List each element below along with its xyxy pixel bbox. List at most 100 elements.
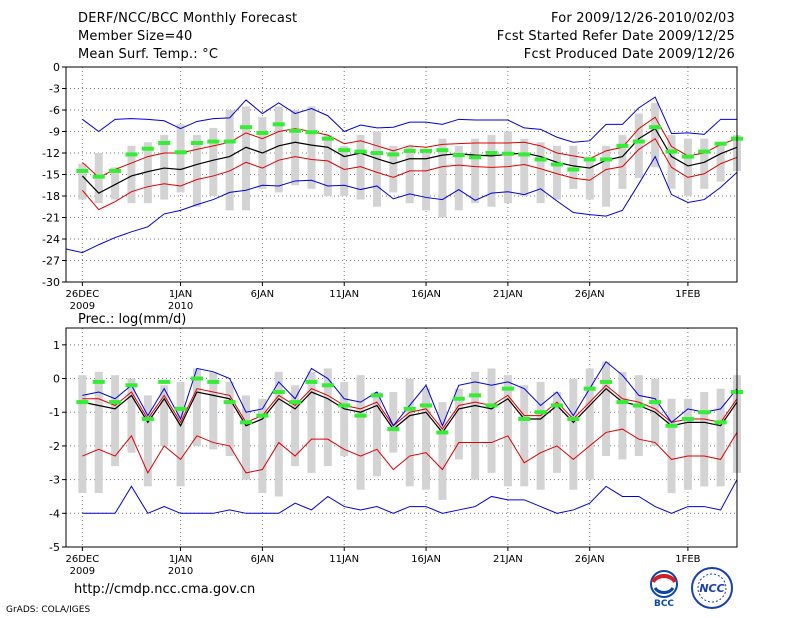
bcc-logo-text: BCC: [654, 599, 674, 608]
range-box: [618, 135, 627, 189]
climate-marker: [698, 410, 711, 415]
climate-marker: [403, 406, 416, 411]
climate-marker: [387, 152, 400, 157]
range-box: [503, 375, 512, 487]
range-box: [78, 163, 87, 200]
climate-marker: [190, 140, 203, 145]
climate-marker: [681, 416, 694, 421]
range-box: [405, 378, 414, 487]
climate-marker: [665, 423, 678, 428]
climate-marker: [158, 140, 171, 145]
climate-marker: [501, 386, 514, 391]
range-box: [536, 381, 545, 490]
y-tick-label: -18: [42, 190, 60, 203]
climate-marker: [501, 151, 514, 156]
extreme-lower-line: [82, 479, 737, 514]
climate-marker: [649, 400, 662, 405]
range-box: [389, 392, 398, 453]
y-tick-label: -1: [49, 406, 60, 419]
climate-marker: [240, 420, 253, 425]
y-tick-label: 1: [53, 339, 60, 352]
range-box: [225, 110, 234, 211]
climate-marker: [550, 162, 563, 167]
climate-marker: [420, 403, 433, 408]
range-box: [569, 378, 578, 490]
range-box: [634, 375, 643, 457]
range-box: [569, 145, 578, 189]
range-box: [454, 388, 463, 460]
climate-marker: [452, 153, 465, 158]
climate-marker: [174, 150, 187, 155]
climate-marker: [174, 406, 187, 411]
range-box: [242, 106, 251, 211]
range-box: [307, 106, 316, 189]
climate-marker: [550, 403, 563, 408]
climate-marker: [681, 154, 694, 159]
range-box: [372, 392, 381, 477]
range-box: [274, 106, 283, 193]
climate-marker: [452, 396, 465, 401]
percentile-lower-line: [82, 428, 737, 474]
y-tick-label: 0: [53, 373, 60, 386]
climate-marker: [76, 168, 89, 173]
climate-marker: [387, 427, 400, 432]
percentile-upper-line: [82, 384, 737, 430]
range-box: [143, 395, 152, 487]
climate-marker: [600, 379, 613, 384]
range-box: [291, 385, 300, 467]
climate-marker: [125, 152, 138, 157]
range-box: [160, 385, 169, 446]
extreme-lower-line: [66, 155, 737, 254]
x-tick-sublabel: 2010: [168, 301, 193, 312]
range-box: [356, 375, 365, 490]
climate-marker: [567, 416, 580, 421]
range-box: [274, 371, 283, 497]
range-box: [536, 142, 545, 204]
climate-marker: [256, 130, 269, 135]
climate-marker: [714, 420, 727, 425]
climate-marker: [469, 393, 482, 398]
y-tick-label: -21: [42, 212, 60, 225]
climate-marker: [76, 400, 89, 405]
percentile-upper-line: [82, 116, 737, 178]
climate-marker: [534, 410, 547, 415]
range-box: [683, 138, 692, 196]
percentile-lower-line: [81, 137, 737, 211]
climate-marker: [92, 174, 105, 179]
range-box: [307, 371, 316, 473]
climate-marker: [583, 386, 596, 391]
climate-marker: [321, 383, 334, 388]
range-box: [372, 131, 381, 207]
climate-marker: [534, 157, 547, 162]
x-tick-label: 6JAN: [251, 289, 274, 300]
range-box: [683, 398, 692, 490]
climate-marker: [338, 148, 351, 153]
bcc-logo: BCC: [650, 570, 678, 608]
range-box: [520, 385, 529, 487]
x-tick-label: 11JAN: [329, 554, 359, 565]
range-box: [78, 375, 87, 494]
climate-marker: [370, 393, 383, 398]
range-box: [160, 135, 169, 200]
x-tick-label: 11JAN: [329, 289, 359, 300]
range-box: [552, 145, 561, 200]
x-tick-label: 1FEB: [675, 289, 700, 300]
climate-marker: [714, 141, 727, 146]
source-url[interactable]: http://cmdp.ncc.cma.gov.cn: [74, 582, 256, 597]
range-box: [471, 138, 480, 204]
range-box: [487, 135, 496, 207]
range-box: [716, 388, 725, 487]
climate-marker: [272, 122, 285, 127]
x-tick-label: 21JAN: [493, 289, 523, 300]
climate-marker: [567, 167, 580, 172]
ncc-logo-text: NCC: [699, 582, 724, 595]
y-tick-label: -27: [42, 255, 60, 268]
range-box: [520, 138, 529, 196]
x-tick-label: 26JAN: [575, 554, 605, 565]
ncc-logo: NCC: [691, 567, 733, 609]
range-box: [242, 395, 251, 480]
range-box: [602, 145, 611, 207]
range-box: [634, 113, 643, 179]
range-box: [438, 138, 447, 218]
